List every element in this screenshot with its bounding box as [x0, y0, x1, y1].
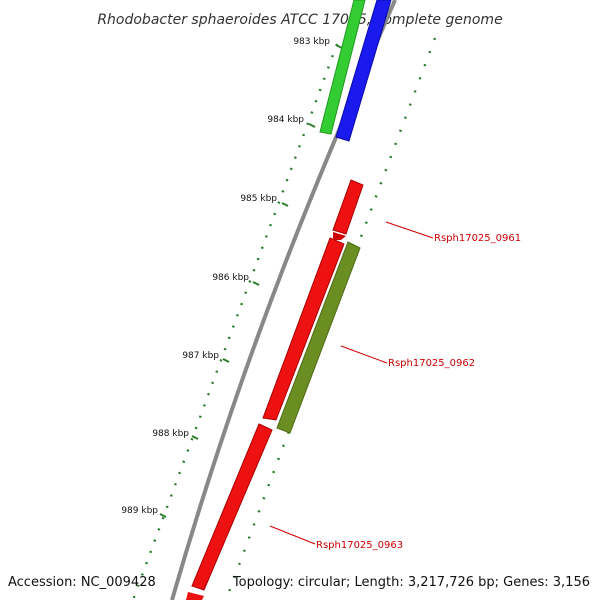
leader-0963	[269, 525, 316, 545]
kbp-label-985: 985 kbp	[240, 194, 277, 204]
kbp-label-984: 984 kbp	[267, 115, 304, 125]
kbp-label-983: 983 kbp	[293, 37, 330, 47]
accession-text: Accession: NC_009428	[8, 575, 156, 590]
kbp-label-986: 986 kbp	[212, 273, 249, 283]
summary-text: Topology: circular; Length: 3,217,726 bp…	[232, 575, 590, 590]
inner-tick-lane	[131, 43, 339, 600]
kbp-major-ticks	[159, 44, 343, 518]
kbp-label-987: 987 kbp	[182, 351, 219, 361]
green-cds-feature	[319, 0, 366, 135]
forward-gene-feature	[335, 0, 392, 142]
kbp-label-989: 989 kbp	[121, 506, 158, 516]
leader-0961	[385, 221, 434, 239]
gene-label-0963: Rsph17025_0963	[316, 540, 403, 551]
gene-label-0961: Rsph17025_0961	[434, 233, 521, 244]
reverse-gene-0961-arrow	[333, 232, 346, 240]
reverse-gene-next	[186, 592, 204, 600]
outer-tick-lane	[224, 37, 437, 600]
reverse-gene-0962-red	[262, 237, 345, 421]
olive-gene-feature	[276, 241, 361, 434]
reverse-gene-0963	[191, 423, 273, 591]
reverse-gene-0961	[332, 179, 364, 235]
map-title: Rhodobacter sphaeroides ATCC 17025, comp…	[97, 12, 502, 28]
leader-0962	[340, 345, 388, 364]
kbp-label-988: 988 kbp	[152, 429, 189, 439]
gene-label-0962: Rsph17025_0962	[388, 358, 475, 369]
